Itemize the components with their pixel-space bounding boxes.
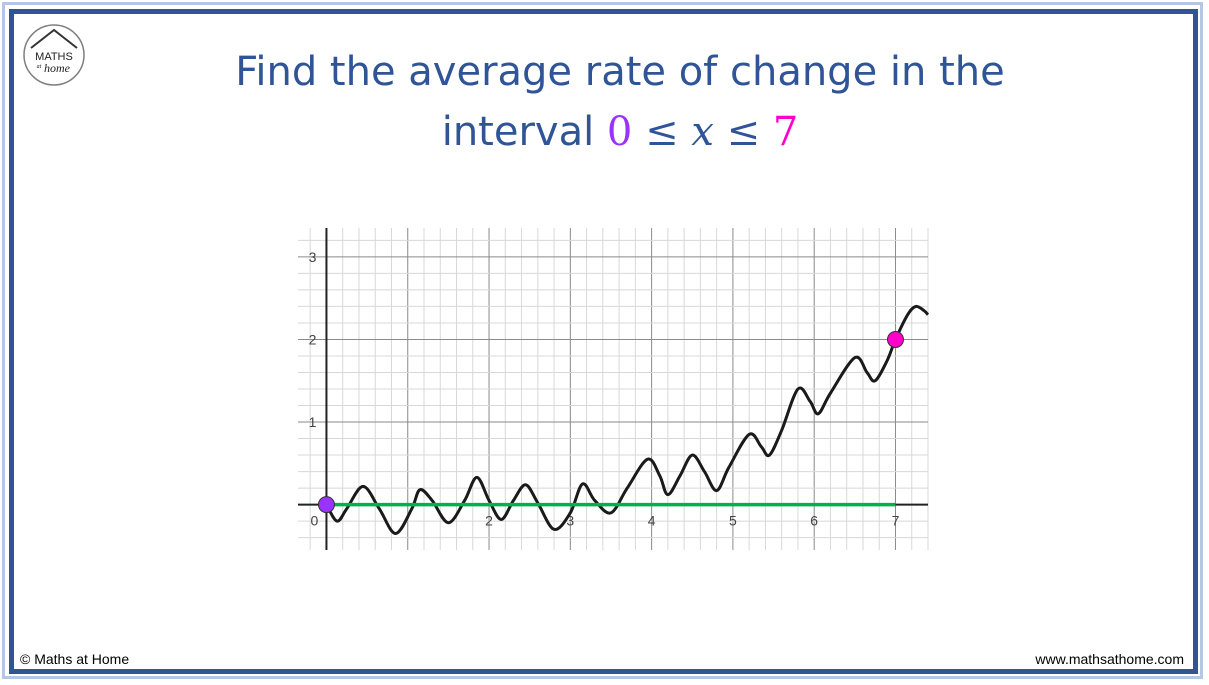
copyright-text: © Maths at Home xyxy=(20,651,130,667)
x-tick-label: 6 xyxy=(810,513,818,529)
point-start xyxy=(317,496,335,514)
y-tick-label: 3 xyxy=(309,249,317,265)
maths-at-home-logo: MATHS at home xyxy=(23,24,85,86)
slide-frame xyxy=(9,9,1198,674)
logo-text-top: MATHS xyxy=(35,51,73,63)
logo-text-small: at xyxy=(37,64,42,70)
x-tick-label: 0 xyxy=(311,513,319,529)
x-tick-label: 7 xyxy=(892,513,900,529)
logo-text-bottom: home xyxy=(44,61,71,75)
x-tick-label: 2 xyxy=(485,513,493,529)
page-title-line2: interval 0 ≤ x ≤ 7 xyxy=(120,108,1120,156)
function-graph: 0 2 3 4 5 6 7 1 2 3 xyxy=(298,228,930,550)
x-tick-label: 4 xyxy=(648,513,656,529)
x-tick-label: 3 xyxy=(566,513,574,529)
y-tick-label: 2 xyxy=(309,331,317,347)
x-tick-label: 5 xyxy=(729,513,737,529)
interval-upper-bound: 7 xyxy=(772,109,799,155)
function-curve xyxy=(325,304,930,535)
page-title-line1: Find the average rate of change in the xyxy=(235,49,1005,95)
title-interval-text: interval xyxy=(441,109,607,155)
y-tick-label: 1 xyxy=(309,414,317,430)
point-end xyxy=(886,330,904,348)
website-url: www.mathsathome.com xyxy=(1035,651,1184,667)
interval-variable: x xyxy=(691,109,714,155)
interval-lower-bound: 0 xyxy=(606,109,633,155)
le-symbol-2: ≤ xyxy=(713,109,773,155)
le-symbol-1: ≤ xyxy=(632,109,692,155)
